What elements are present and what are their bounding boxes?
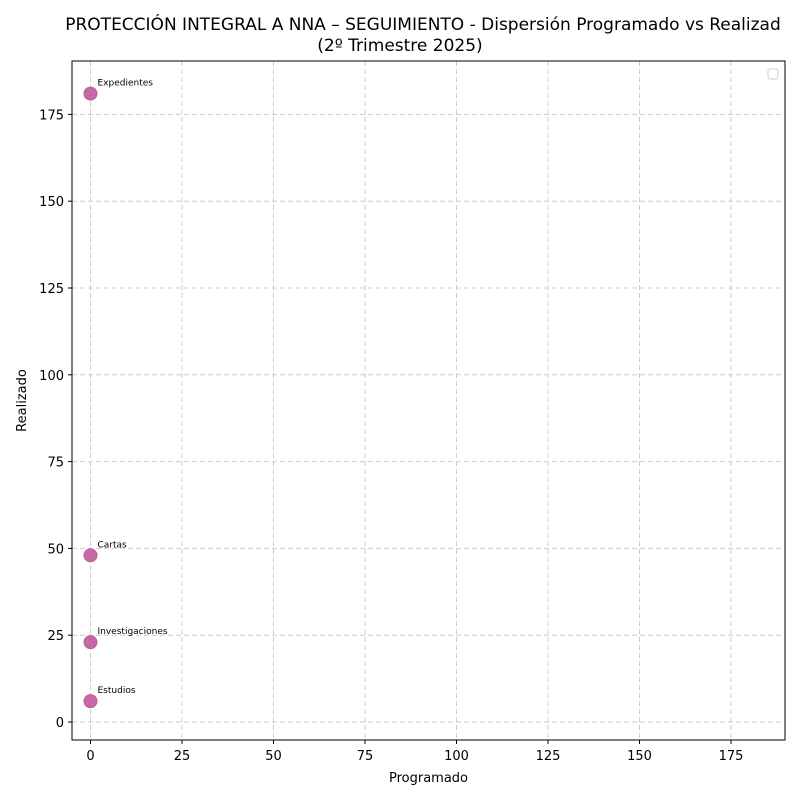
y-axis-label: Realizado bbox=[15, 369, 30, 432]
data-point bbox=[83, 694, 98, 709]
y-tick-label: 150 bbox=[39, 195, 64, 210]
x-tick-label: 50 bbox=[265, 749, 282, 764]
x-tick-label: 0 bbox=[86, 749, 94, 764]
data-point-label: Investigaciones bbox=[98, 627, 168, 637]
x-tick-label: 125 bbox=[536, 749, 561, 764]
chart-title: PROTECCIÓN INTEGRAL A NNA – SEGUIMIENTO … bbox=[65, 15, 781, 35]
x-tick-label: 150 bbox=[627, 749, 652, 764]
x-axis-label: Programado bbox=[389, 771, 468, 786]
data-point-label: Cartas bbox=[98, 540, 128, 550]
legend-box bbox=[767, 68, 779, 80]
axis-ticks: 0 25 50 75 100 125 150 175 0 25 50 75 100 125 150 175 bbox=[39, 108, 743, 764]
x-tick-label: 75 bbox=[357, 749, 374, 764]
data-point bbox=[83, 86, 98, 101]
data-point bbox=[83, 548, 98, 563]
data-point-label: Estudios bbox=[98, 686, 136, 696]
chart-subtitle: (2º Trimestre 2025) bbox=[317, 36, 483, 56]
data-point bbox=[83, 635, 98, 650]
plot-frame bbox=[71, 60, 786, 741]
y-tick-label: 0 bbox=[56, 716, 64, 731]
y-tick-label: 50 bbox=[47, 542, 64, 557]
data-point-label: Expedientes bbox=[98, 79, 154, 89]
y-tick-label: 175 bbox=[39, 108, 64, 123]
y-tick-label: 25 bbox=[47, 629, 64, 644]
x-tick-label: 100 bbox=[444, 749, 469, 764]
x-tick-label: 175 bbox=[719, 749, 744, 764]
y-tick-label: 125 bbox=[39, 282, 64, 297]
data-points: Expedientes Cartas Investigaciones Estudios bbox=[83, 79, 168, 709]
grid-lines bbox=[72, 61, 785, 740]
y-tick-label: 75 bbox=[47, 456, 64, 471]
x-tick-label: 25 bbox=[174, 749, 191, 764]
y-tick-label: 100 bbox=[39, 369, 64, 384]
legend bbox=[767, 68, 779, 80]
